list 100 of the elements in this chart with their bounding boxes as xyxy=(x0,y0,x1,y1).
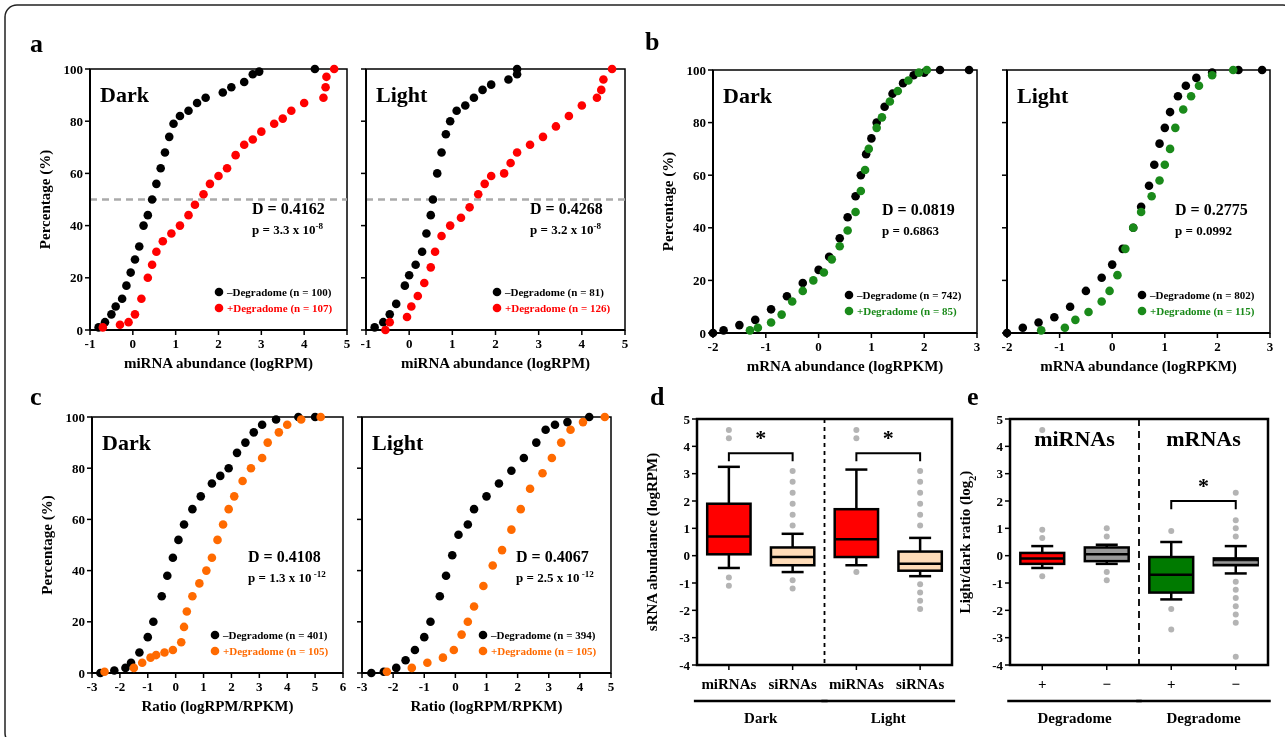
x-tick-label: -1 xyxy=(760,339,772,354)
text: Dark xyxy=(102,430,152,455)
annotation: D = 0.2775 xyxy=(1175,201,1248,218)
x-tick-label: 4 xyxy=(578,336,586,351)
legend-label: –Degradome (n = 401) xyxy=(222,629,328,642)
y-tick-label: 2 xyxy=(683,493,690,509)
legend-label: +Degradome (n = 85) xyxy=(857,305,957,318)
x-tick-label: -1 xyxy=(418,679,430,694)
text: Dark xyxy=(723,83,773,108)
y-tick-label: 20 xyxy=(693,272,706,288)
y-axis-title: Percentage (%) xyxy=(660,151,677,252)
x-tick-label: 2 xyxy=(228,679,235,694)
legend-label: –Degradome (n = 394) xyxy=(490,629,596,642)
annotation: p = 2.5 x 10 $^{-12}$ xyxy=(516,569,595,585)
annotation: D = 0.0819 xyxy=(882,201,955,218)
annotation: p = 3.2 x 10$^{-8}$ xyxy=(530,221,602,237)
x-tick-label: miRNAs xyxy=(701,676,757,692)
text: Degradome xyxy=(1037,710,1112,726)
x-axis-title: miRNA abundance (logRPM) xyxy=(400,355,591,372)
y-tick-label: -4 xyxy=(992,657,1004,673)
text: Light xyxy=(1017,83,1070,108)
x-tick-label: -1 xyxy=(142,679,154,694)
annotation: D = 0.4162 xyxy=(252,200,325,217)
x-axis-title: miRNA abundance (logRPM) xyxy=(123,355,314,372)
annotation: D = 0.4108 xyxy=(248,548,321,565)
x-tick-label: 3 xyxy=(258,336,266,351)
x-tick-label: 6 xyxy=(339,679,347,694)
x-tick-label: 3 xyxy=(545,679,553,694)
x-tick-label: 4 xyxy=(300,336,308,351)
y-tick-label: 80 xyxy=(693,115,706,131)
x-tick-label: 1 xyxy=(200,679,207,694)
legend-label: –Degradome (n = 742) xyxy=(856,289,962,302)
legend-label: –Degradome (n = 802) xyxy=(1149,289,1255,302)
x-axis-title: mRNA abundance (logRPKM) xyxy=(746,358,944,375)
y-tick-label: -2 xyxy=(679,602,690,618)
x-tick-label: miRNAs xyxy=(828,676,885,692)
x-tick-label: 4 xyxy=(283,679,291,694)
x-axis-title: Ratio (logRPM/RPKM) xyxy=(141,698,294,715)
x-tick-label: 0 xyxy=(129,336,137,351)
y-tick-label: 60 xyxy=(72,511,85,527)
x-tick-label: siRNAs xyxy=(768,676,817,692)
x-tick-label: 3 xyxy=(973,339,981,354)
annotation: mRNAs xyxy=(1166,426,1242,452)
x-tick-label: -1 xyxy=(1054,339,1066,354)
x-tick-label: + xyxy=(1166,676,1176,692)
x-tick-label: 2 xyxy=(215,336,222,351)
legend-label: +Degradome (n = 107) xyxy=(227,302,333,315)
y-tick-label: -1 xyxy=(679,575,690,591)
annotation: * xyxy=(882,424,894,450)
text: a xyxy=(30,29,43,58)
y-tick-label: 3 xyxy=(996,466,1004,482)
y-tick-label: -4 xyxy=(679,657,691,673)
legend-label: +Degradome (n = 105) xyxy=(491,645,597,658)
text: c xyxy=(30,382,42,411)
x-tick-label: 1 xyxy=(449,336,456,351)
annotation: * xyxy=(755,424,767,450)
y-tick-label: 100 xyxy=(65,409,85,425)
y-axis-title: sRNA abundance (logRPM) xyxy=(644,452,661,632)
y-tick-label: 100 xyxy=(63,61,83,77)
y-tick-label: -3 xyxy=(992,630,1004,646)
annotation: * xyxy=(1198,472,1209,498)
y-tick-label: 0 xyxy=(699,325,706,341)
x-tick-label: 2 xyxy=(492,336,499,351)
y-axis-title: Percentage (%) xyxy=(39,495,56,595)
annotation: p = 3.3 x 10$^{-8}$ xyxy=(252,221,324,237)
x-tick-label: -3 xyxy=(356,679,368,694)
x-axis-title: Ratio (logRPM/RPKM) xyxy=(410,698,563,715)
x-tick-label: 1 xyxy=(1161,339,1169,354)
x-tick-label: 2 xyxy=(920,339,928,354)
text: b xyxy=(645,27,660,56)
y-tick-label: 0 xyxy=(683,548,690,564)
y-tick-label: 60 xyxy=(70,165,83,181)
y-tick-label: 2 xyxy=(996,493,1003,509)
text: Dark xyxy=(744,710,779,726)
y-tick-label: 5 xyxy=(996,411,1004,427)
y-tick-label: 40 xyxy=(72,563,85,579)
text: Degradome xyxy=(1166,710,1241,726)
legend-label: –Degradome (n = 81) xyxy=(504,286,605,299)
x-tick-label: 0 xyxy=(1108,339,1116,354)
x-tick-label: -2 xyxy=(707,339,719,354)
y-tick-label: 4 xyxy=(683,438,691,454)
x-tick-label: siRNAs xyxy=(895,676,945,692)
x-tick-label: 4 xyxy=(576,679,584,694)
y-tick-label: 1 xyxy=(683,520,690,536)
y-tick-label: 100 xyxy=(686,62,706,78)
annotation: miRNAs xyxy=(1034,426,1116,452)
x-tick-label: 3 xyxy=(535,336,543,351)
y-tick-label: 0 xyxy=(78,665,85,681)
y-tick-label: 20 xyxy=(72,614,85,630)
annotation: D = 0.4067 xyxy=(516,548,589,565)
x-tick-label: 2 xyxy=(1214,339,1221,354)
x-tick-label: -1 xyxy=(360,336,372,351)
y-tick-label: 0 xyxy=(996,548,1003,564)
x-tick-label: 0 xyxy=(172,679,179,694)
x-tick-label: 0 xyxy=(405,336,413,351)
x-tick-label: 5 xyxy=(607,679,615,694)
x-tick-label: -2 xyxy=(114,679,126,694)
legend-label: –Degradome (n = 100) xyxy=(226,286,332,299)
y-tick-label: 0 xyxy=(76,322,83,338)
annotation: p = 1.3 x 10 $^{-12}$ xyxy=(248,569,327,585)
